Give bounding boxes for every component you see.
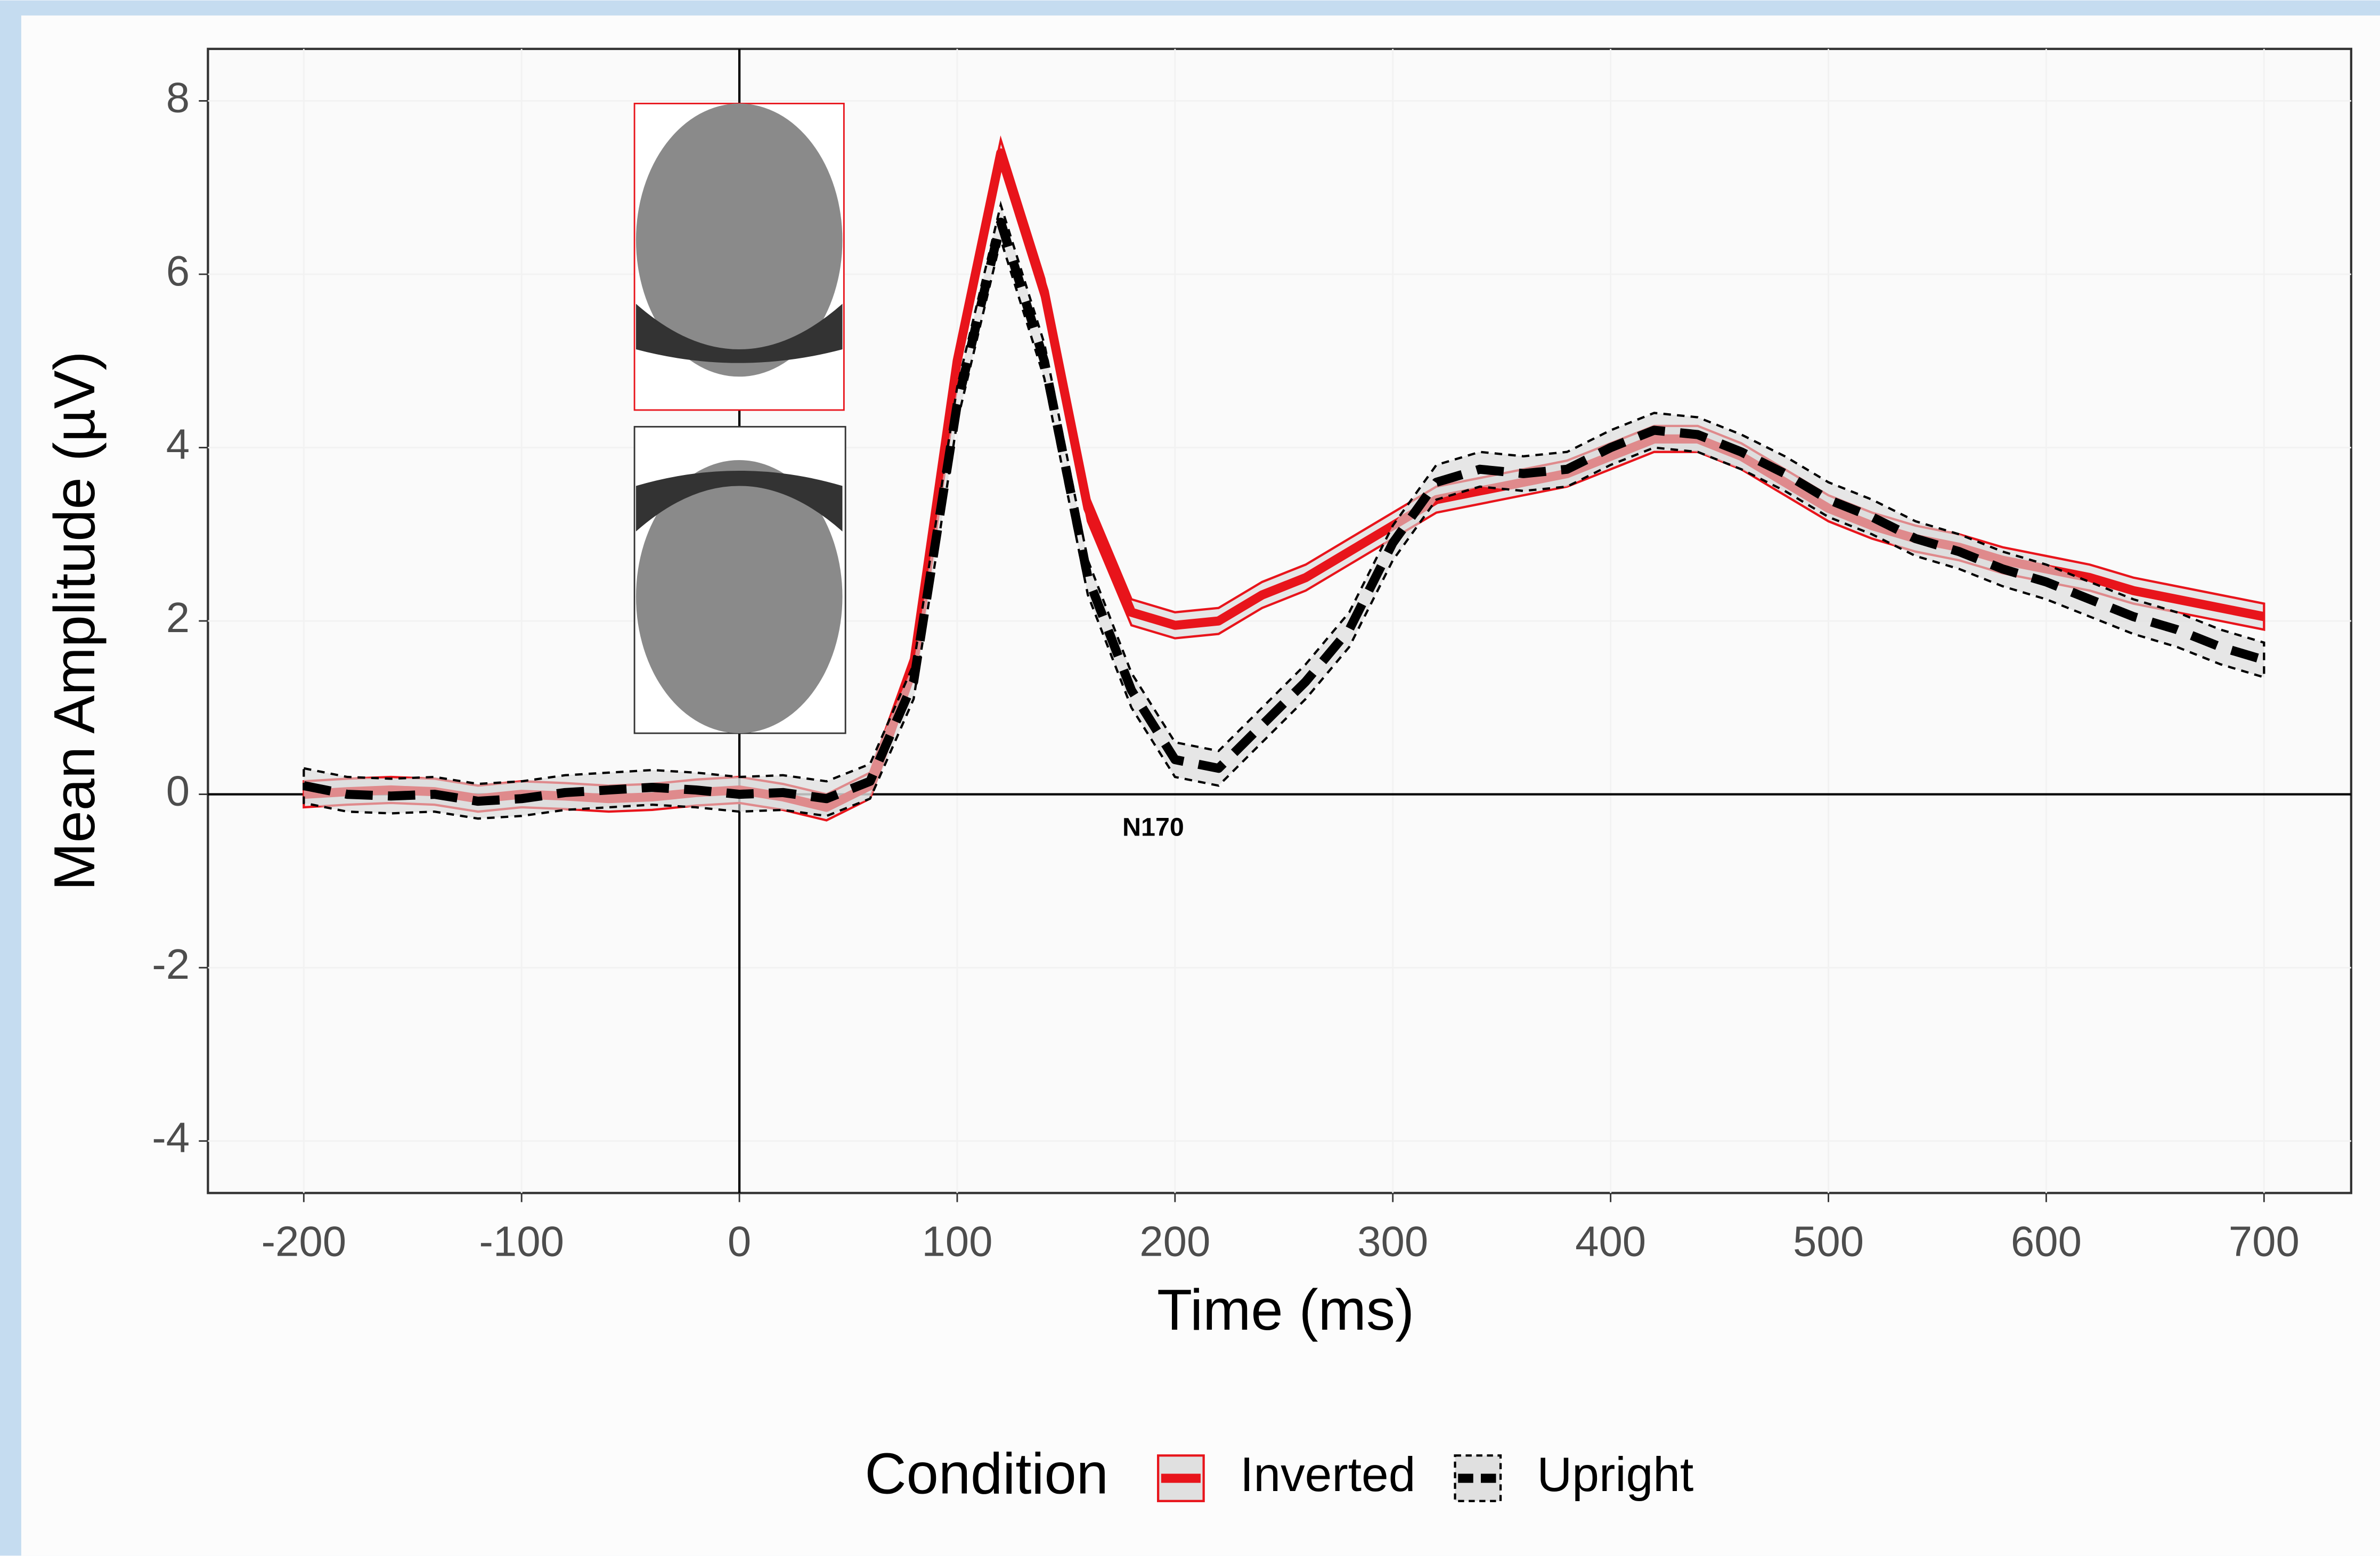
- y-axis-title: Mean Amplitude (µV): [42, 351, 107, 891]
- y-tick-label: -4: [152, 1114, 190, 1161]
- x-tick-label: -100: [479, 1217, 564, 1265]
- x-tick-label: 0: [728, 1217, 751, 1265]
- x-tick-label: -200: [261, 1217, 346, 1265]
- legend: Inverted Upright: [1157, 1447, 1693, 1502]
- legend-label: Inverted: [1240, 1447, 1415, 1502]
- x-tick-label: 700: [2229, 1217, 2300, 1265]
- face-upright: [633, 425, 846, 734]
- ci-ribbon: [303, 200, 2265, 820]
- legend-title: Condition: [865, 1442, 1108, 1506]
- annotation: N170: [1122, 813, 1184, 842]
- plot: -4 -2 0 2 4 6 8 -200 -100 0 100 200 300 400 500 600 700 N…: [152, 48, 2351, 1265]
- y-tick-label: 4: [166, 421, 190, 468]
- x-tick-label: 100: [922, 1217, 992, 1265]
- y-tick-label: 8: [166, 74, 190, 121]
- x-tick-label: 200: [1139, 1217, 1210, 1265]
- x-axis-title: Time (ms): [1157, 1277, 1414, 1342]
- x-tick-label: 300: [1357, 1217, 1428, 1265]
- x-tick-label: 400: [1575, 1217, 1646, 1265]
- y-tick-label: 0: [166, 767, 190, 815]
- x-tick-label: 600: [2011, 1217, 2082, 1265]
- face-inverted: [633, 102, 845, 411]
- y-tick-label: -2: [152, 940, 190, 988]
- y-tick-label: 2: [166, 594, 190, 641]
- legend-label: Upright: [1537, 1447, 1693, 1502]
- x-tick-label: 500: [1793, 1217, 1864, 1265]
- y-tick-label: 6: [166, 247, 190, 294]
